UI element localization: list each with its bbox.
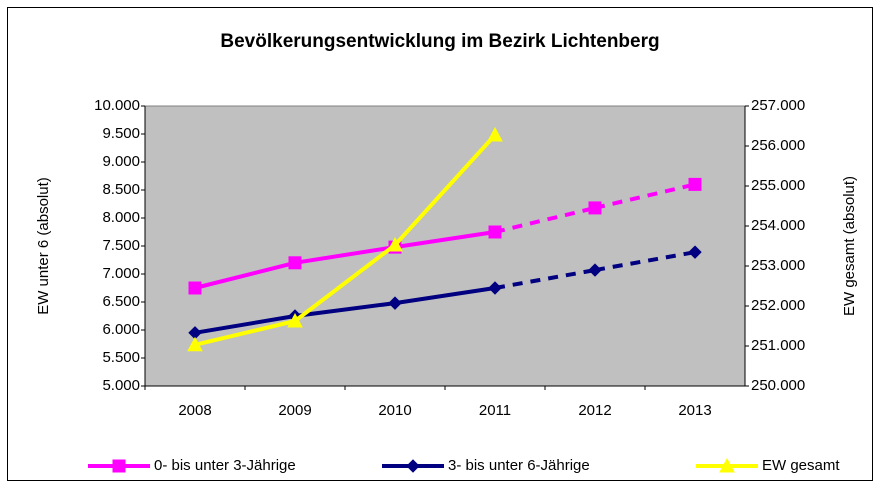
data-point [288, 256, 302, 270]
line-segment [194, 314, 296, 335]
y-tick-label: 8.500 [102, 181, 140, 198]
y-tick-label: 7.500 [102, 237, 140, 254]
y2-tick-label: 254.000 [751, 217, 805, 234]
data-point [588, 201, 602, 215]
y-tick-label: 6.500 [102, 293, 140, 310]
line-segment [393, 133, 497, 247]
x-tick-label: 2011 [479, 402, 511, 419]
data-point [487, 126, 503, 142]
y2-axis-title: EW gesamt (absolut) [841, 176, 858, 316]
y-tick-label: 9.500 [102, 125, 140, 142]
data-point [388, 296, 402, 310]
y2-tick-label: 250.000 [751, 377, 805, 394]
y2-tick-label: 251.000 [751, 337, 805, 354]
legend-label: EW gesamt [762, 457, 840, 474]
y-tick-label: 5.500 [102, 349, 140, 366]
y2-tick-label: 253.000 [751, 257, 805, 274]
x-tick-label: 2013 [678, 402, 711, 419]
data-point [387, 236, 403, 252]
plot-area [144, 105, 746, 387]
data-point [488, 225, 502, 239]
y-tick-label: 7.000 [102, 265, 140, 282]
y2-tick-label: 252.000 [751, 297, 805, 314]
chart-title: Bevölkerungsentwicklung im Bezirk Lichte… [220, 31, 659, 52]
y2-tick-label: 257.000 [751, 97, 805, 114]
legend-marker [112, 459, 126, 473]
y-tick-label: 10.000 [94, 97, 140, 114]
line-segment [194, 319, 296, 347]
y-tick-label: 9.000 [102, 153, 140, 170]
x-tick-label: 2012 [578, 402, 611, 419]
data-point [188, 281, 202, 295]
y-tick-label: 8.000 [102, 209, 140, 226]
data-point [688, 245, 702, 259]
x-tick-label: 2009 [278, 402, 311, 419]
line-segment [394, 230, 496, 250]
line-segment [194, 260, 296, 290]
line-segment [294, 245, 396, 265]
data-point [488, 281, 502, 295]
y2-tick-label: 255.000 [751, 177, 805, 194]
x-tick-label: 2010 [378, 402, 411, 419]
legend-marker [406, 459, 420, 473]
line-segment [394, 286, 496, 306]
line-segment [294, 301, 396, 318]
y-tick-label: 5.000 [102, 377, 140, 394]
x-tick-label: 2008 [178, 402, 211, 419]
data-point [588, 263, 602, 277]
legend-marker [719, 457, 735, 473]
legend-label: 3- bis unter 6-Jährige [448, 457, 590, 474]
legend-label: 0- bis unter 3-Jährige [154, 457, 296, 474]
y-axis-title: EW unter 6 (absolut) [35, 177, 52, 315]
y-tick-label: 6.000 [102, 321, 140, 338]
data-point [187, 336, 203, 352]
y2-tick-label: 256.000 [751, 137, 805, 154]
data-point [287, 312, 303, 328]
data-point [688, 177, 702, 191]
line-segment [293, 243, 397, 323]
